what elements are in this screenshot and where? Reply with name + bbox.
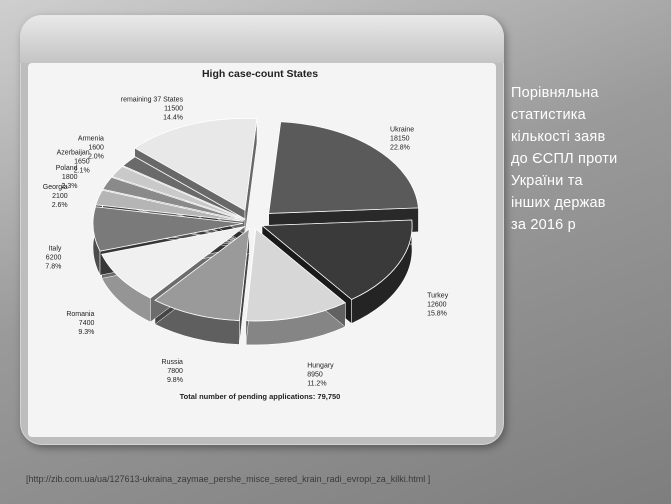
- pie-label-percent: 11.2%: [307, 381, 326, 388]
- pie-slice: [102, 176, 244, 221]
- pie-slice: [101, 226, 245, 299]
- pie-label-percent: 2.6%: [52, 202, 68, 209]
- side-text-line: за 2016 р: [511, 217, 576, 233]
- pie-label-name: Ukraine: [390, 127, 414, 134]
- pie-slice: [92, 206, 244, 252]
- pie-label-value: 7800: [167, 368, 183, 375]
- chart-title: High case-count States: [202, 68, 318, 80]
- pie-label-value: 1650: [74, 158, 90, 165]
- pie-label-percent: 15.8%: [427, 310, 447, 317]
- pie-label-name: Russia: [162, 359, 184, 366]
- pie-label-percent: 14.4%: [163, 114, 183, 121]
- pie-label-name: Azerbaijan: [57, 149, 90, 156]
- pie-label-value: 6200: [46, 254, 62, 261]
- pie-label-name: Turkey: [427, 292, 449, 299]
- pie-chart: High case-count States Ukraine 18150 22.8%…: [43, 68, 449, 401]
- pie-slice: [154, 227, 250, 321]
- pie-label-percent: 2.3%: [62, 183, 78, 190]
- pie-label-name: Romania: [66, 311, 94, 318]
- pie-slice: [122, 156, 246, 220]
- pie-label-percent: 9.3%: [78, 329, 94, 336]
- pie-slice: [261, 219, 413, 300]
- pie-label-name: Italy: [49, 245, 62, 252]
- pie-label-value: 12600: [427, 301, 447, 308]
- slide-side-text: Порівняльна статистика кількості заяв до…: [511, 82, 669, 236]
- pie-slice: [245, 228, 347, 322]
- pie-label-value: 7400: [79, 320, 95, 327]
- pie-label-value: 11500: [164, 105, 183, 112]
- side-text-line: до ЄСПЛ проти: [511, 151, 618, 167]
- pie-label-value: 18150: [390, 136, 410, 143]
- pie-label-name: remaining 37 States: [121, 96, 184, 103]
- pie-labels: Ukraine 18150 22.8% Turkey 12600 15.8% Hungary…: [43, 96, 449, 387]
- pie-label-name: Hungary: [307, 363, 334, 370]
- side-text-line: інших держав: [511, 195, 606, 211]
- chart-footer: Total number of pending applications: 79…: [180, 392, 341, 401]
- pie-slice: [95, 189, 244, 222]
- pie-label-name: Georgia: [43, 184, 68, 191]
- side-text-line: статистика: [511, 107, 586, 123]
- pie-label-percent: 7.8%: [45, 263, 61, 270]
- slide-card-header-band: [20, 15, 504, 63]
- pie-label-value: 2100: [52, 193, 68, 200]
- pie-label-percent: 2.1%: [74, 167, 90, 174]
- pie-label-value: 8950: [307, 372, 323, 379]
- pie-label-name: Armenia: [78, 136, 104, 143]
- source-caption-link[interactable]: [http://zib.com.ua/ua/127613-ukraina_zay…: [26, 474, 431, 484]
- pie-label-name: Poland: [56, 165, 78, 172]
- pie-label-value: 1800: [62, 174, 78, 181]
- pie-label-percent: 22.8%: [390, 145, 410, 152]
- pie-slice: [268, 121, 419, 214]
- pie-slice: [111, 165, 245, 221]
- side-text-line: України та: [511, 173, 583, 189]
- pie-label-percent: 2.0%: [88, 154, 104, 161]
- side-text-line: кількості заяв: [511, 129, 606, 145]
- pie-label-value: 1600: [88, 145, 104, 152]
- pie-slices: [92, 117, 419, 346]
- pie-slice: [133, 117, 258, 211]
- side-text-line: Порівняльна: [511, 85, 599, 101]
- pie-label-percent: 9.8%: [167, 377, 183, 384]
